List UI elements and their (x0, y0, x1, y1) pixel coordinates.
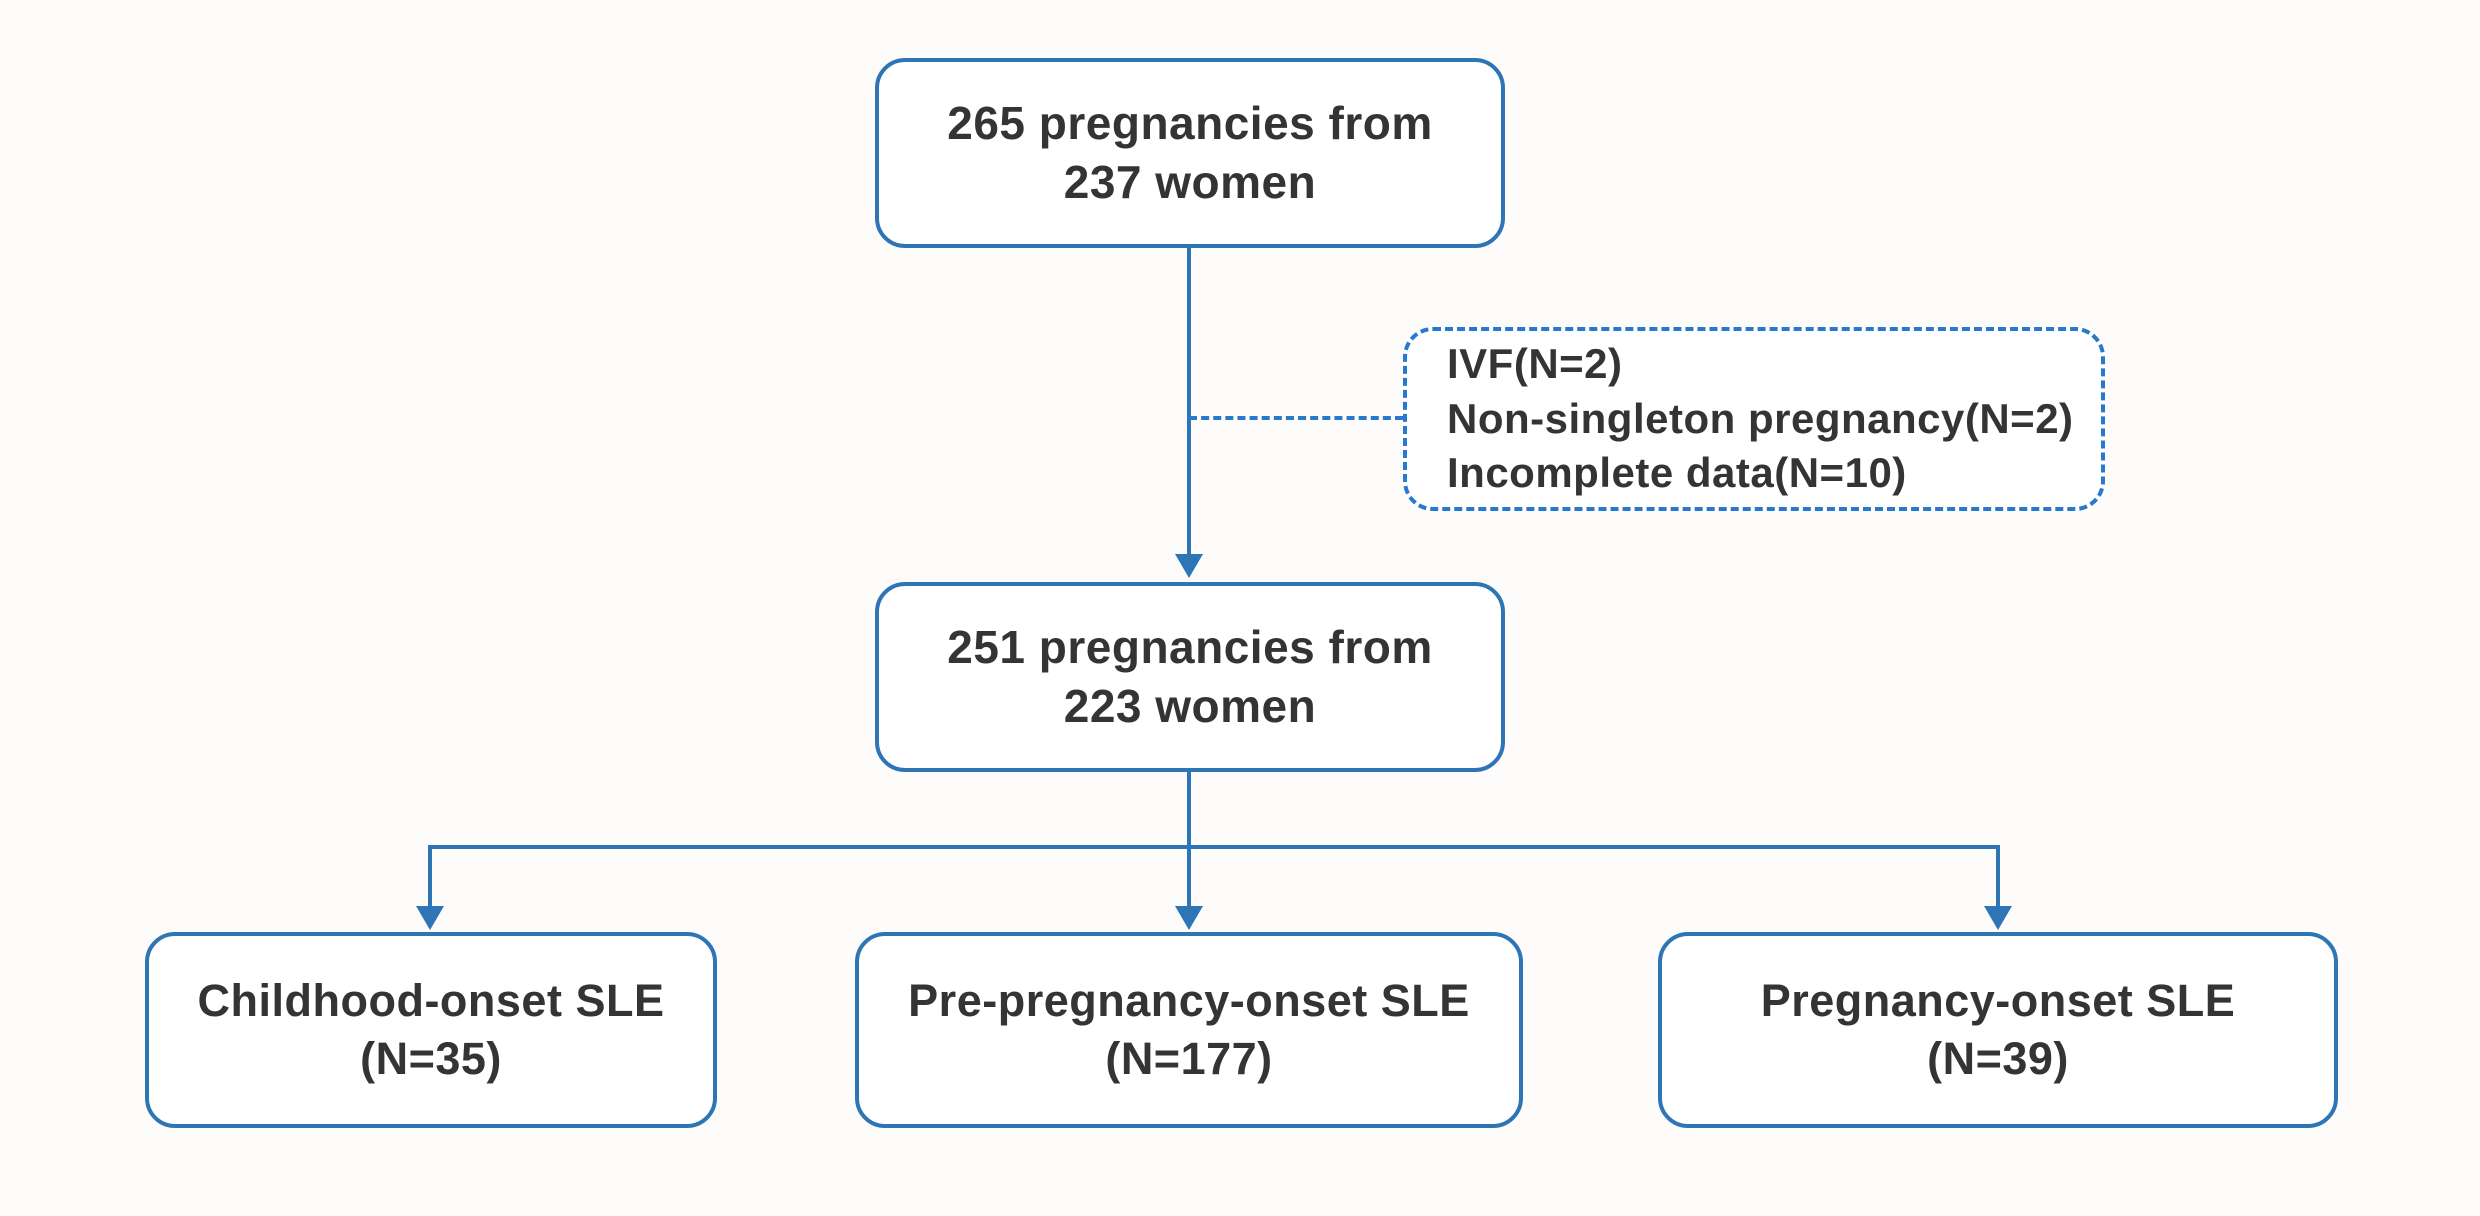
exclusion-item-non-singleton: Non-singleton pregnancy(N=2) (1447, 394, 2074, 442)
node-total-pregnancies: 265 pregnancies from 237 women (875, 58, 1505, 248)
node-pregnancy-onset-sle: Pregnancy-onset SLE (N=39) (1658, 932, 2338, 1128)
node-pre-pregnancy-onset-sle: Pre-pregnancy-onset SLE (N=177) (855, 932, 1523, 1128)
arrowhead-total-to-included (1175, 554, 1203, 578)
node-pregnancy-line2: (N=39) (1927, 1033, 2069, 1084)
connector-exclusion-branch-line (1189, 416, 1403, 420)
node-total-line1: 265 pregnancies from (947, 97, 1433, 150)
arrowhead-branch-center (1175, 906, 1203, 930)
arrowhead-branch-right (1984, 906, 2012, 930)
exclusion-item-ivf: IVF(N=2) (1447, 340, 1623, 388)
node-prepregnancy-line1: Pre-pregnancy-onset SLE (908, 975, 1470, 1027)
node-childhood-line2: (N=35) (360, 1033, 502, 1084)
exclusion-item-incomplete-data: Incomplete data(N=10) (1447, 449, 1907, 497)
connector-included-to-splitter-line (1187, 772, 1191, 849)
branch-center-line (1187, 845, 1191, 908)
node-childhood-onset-sle: Childhood-onset SLE (N=35) (145, 932, 717, 1128)
node-exclusions: IVF(N=2) Non-singleton pregnancy(N=2) In… (1403, 327, 2105, 511)
node-prepregnancy-line2: (N=177) (1105, 1033, 1273, 1084)
node-included-pregnancies: 251 pregnancies from 223 women (875, 582, 1505, 772)
branch-right-line (1996, 845, 2000, 908)
splitter-bar (428, 845, 2000, 849)
branch-left-line (428, 845, 432, 908)
node-total-line2: 237 women (1063, 156, 1317, 208)
node-included-line1: 251 pregnancies from (947, 621, 1433, 674)
node-pregnancy-line1: Pregnancy-onset SLE (1760, 975, 2236, 1027)
arrowhead-branch-left (416, 906, 444, 930)
node-childhood-line1: Childhood-onset SLE (197, 975, 665, 1027)
connector-total-to-included-line (1187, 248, 1191, 556)
node-included-line2: 223 women (1063, 680, 1317, 732)
